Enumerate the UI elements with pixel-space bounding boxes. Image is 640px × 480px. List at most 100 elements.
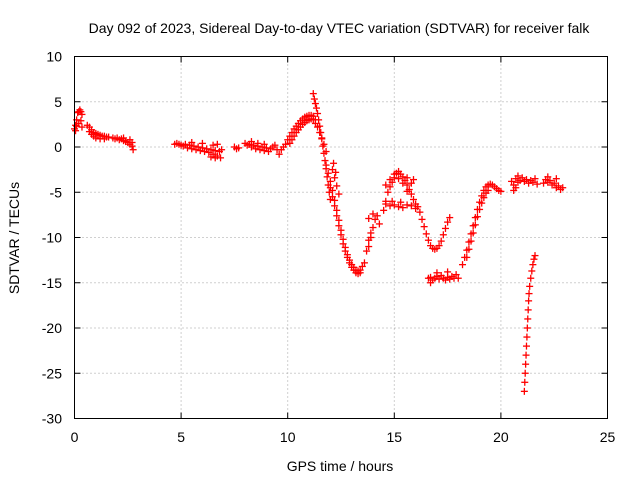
data-point — [533, 180, 541, 188]
data-point — [550, 179, 558, 187]
y-tick-label: -10 — [42, 230, 62, 246]
data-point — [512, 184, 520, 192]
x-tick-label: 0 — [71, 429, 79, 445]
data-point — [78, 123, 86, 131]
data-point — [524, 315, 532, 323]
data-point — [332, 168, 340, 176]
data-point — [427, 279, 435, 287]
data-point — [337, 231, 345, 239]
data-point — [363, 247, 371, 255]
y-tick-label: -15 — [42, 275, 62, 291]
data-point — [194, 143, 202, 151]
data-point — [367, 234, 375, 241]
y-tick-label: 5 — [54, 94, 62, 110]
data-point — [275, 150, 283, 158]
data-point — [323, 173, 331, 181]
data-point — [529, 178, 537, 186]
data-point — [527, 274, 535, 282]
data-point — [399, 179, 407, 187]
data-point — [514, 172, 522, 180]
data-point — [435, 275, 443, 283]
data-point — [333, 212, 341, 220]
data-point — [424, 236, 432, 244]
data-point — [386, 202, 394, 210]
data-point — [316, 122, 324, 130]
data-point — [480, 194, 488, 202]
data-point — [382, 200, 390, 208]
data-point — [321, 157, 329, 165]
data-point — [211, 147, 219, 155]
data-point — [386, 183, 394, 191]
data-point — [369, 210, 377, 218]
data-point — [100, 135, 108, 143]
data-point — [546, 176, 554, 184]
data-point — [120, 134, 128, 142]
data-point — [198, 139, 206, 147]
data-point — [531, 252, 539, 260]
data-point — [322, 161, 330, 169]
data-point — [403, 201, 411, 209]
data-point — [407, 202, 415, 210]
data-point — [467, 237, 475, 245]
data-point — [525, 290, 533, 298]
data-point — [522, 360, 530, 368]
data-point — [463, 253, 471, 261]
data-point — [403, 187, 411, 195]
data-point — [188, 138, 196, 146]
data-point — [358, 262, 366, 270]
data-point — [319, 142, 327, 150]
data-point — [213, 140, 221, 148]
data-point — [422, 230, 430, 238]
axis-ticks: 0 5 10 15 20 25 10 5 0 -5 -10 -15 -20 -25 -30 — [42, 49, 616, 446]
data-point — [318, 135, 326, 143]
data-point — [365, 243, 373, 251]
data-point — [418, 215, 426, 223]
data-point — [552, 175, 560, 183]
data-point — [554, 182, 562, 190]
data-point — [247, 138, 255, 146]
data-point — [328, 193, 336, 201]
data-point — [262, 144, 270, 152]
data-points — [71, 90, 567, 395]
data-point — [469, 229, 477, 237]
data-point — [92, 134, 100, 142]
data-point — [365, 214, 373, 222]
data-point — [444, 218, 452, 226]
data-point — [380, 206, 388, 214]
data-point — [181, 140, 189, 148]
y-axis-label: SDTVAR / TECUs — [6, 182, 22, 294]
data-point — [454, 274, 462, 282]
data-point — [416, 208, 424, 216]
data-point — [465, 245, 473, 253]
data-point — [444, 268, 452, 276]
data-point — [484, 186, 492, 194]
data-point — [330, 159, 338, 167]
y-tick-label: 0 — [54, 139, 62, 155]
data-point — [382, 181, 390, 189]
data-point — [497, 187, 505, 195]
data-point — [286, 139, 294, 147]
data-point — [315, 116, 323, 124]
data-point — [209, 141, 217, 149]
data-point — [399, 204, 407, 212]
data-point — [260, 140, 268, 148]
data-point — [473, 213, 481, 221]
data-point — [530, 255, 538, 263]
data-point — [126, 136, 134, 144]
data-point — [356, 269, 364, 277]
chart-title: Day 092 of 2023, Sidereal Day-to-day VTE… — [89, 20, 591, 36]
data-point — [339, 240, 347, 248]
y-tick-label: -30 — [42, 411, 62, 427]
data-point — [360, 259, 368, 267]
data-point — [314, 110, 322, 118]
data-point — [85, 128, 93, 136]
data-point — [335, 190, 343, 198]
data-point — [559, 184, 567, 192]
data-point — [526, 282, 534, 290]
data-point — [522, 351, 530, 359]
data-point — [375, 220, 383, 228]
data-point — [397, 198, 405, 206]
data-point — [369, 224, 377, 232]
data-point — [326, 184, 334, 192]
data-point — [218, 146, 226, 154]
